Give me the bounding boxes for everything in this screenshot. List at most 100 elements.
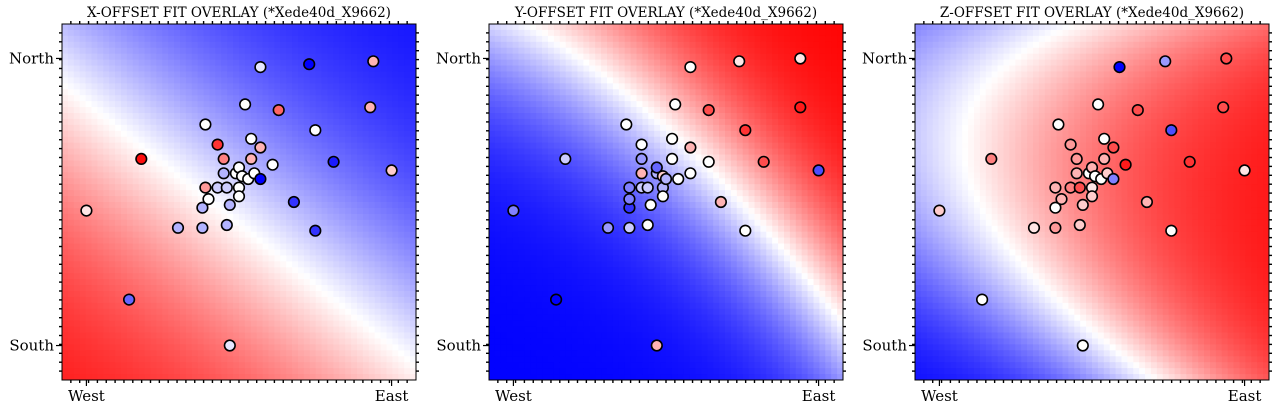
- heatmap-cell: [145, 362, 152, 369]
- heatmap-cell: [560, 255, 567, 262]
- heatmap-cell: [572, 172, 579, 179]
- heatmap-cell: [542, 327, 549, 334]
- heatmap-cell: [530, 119, 537, 126]
- heatmap-cell: [145, 333, 152, 340]
- heatmap-cell: [62, 54, 69, 61]
- heatmap-cell: [572, 261, 579, 268]
- heatmap-cell: [507, 155, 514, 162]
- heatmap-cell: [263, 137, 270, 144]
- heatmap-cell: [286, 291, 293, 298]
- heatmap-cell: [233, 30, 240, 37]
- heatmap-cell: [227, 143, 234, 150]
- heatmap-cell: [542, 220, 549, 227]
- heatmap-cell: [180, 327, 187, 334]
- heatmap-cell: [501, 143, 508, 150]
- heatmap-cell: [280, 291, 287, 298]
- heatmap-cell: [542, 338, 549, 345]
- heatmap-cell: [86, 24, 93, 31]
- heatmap-cell: [536, 30, 543, 37]
- heatmap-cell: [151, 350, 158, 357]
- heatmap-cell: [310, 368, 317, 375]
- heatmap-cell: [151, 196, 158, 203]
- heatmap-cell: [513, 149, 520, 156]
- heatmap-cell: [589, 24, 596, 31]
- heatmap-cell: [174, 350, 181, 357]
- heatmap-cell: [286, 30, 293, 37]
- heatmap-cell: [536, 244, 543, 251]
- heatmap-cell: [127, 309, 133, 316]
- heatmap-cell: [322, 226, 329, 233]
- heatmap-cell: [156, 208, 163, 215]
- heatmap-cell: [566, 226, 573, 233]
- heatmap-cell: [174, 160, 181, 167]
- heatmap-cell: [245, 303, 252, 310]
- heatmap-cell: [489, 42, 496, 49]
- heatmap-cell: [530, 172, 537, 179]
- heatmap-cell: [566, 137, 573, 144]
- heatmap-cell: [103, 113, 110, 120]
- heatmap-cell: [192, 178, 199, 185]
- heatmap-cell: [257, 107, 264, 114]
- heatmap-cell: [607, 279, 614, 286]
- heatmap-cell: [578, 297, 585, 304]
- heatmap-cell: [263, 285, 270, 292]
- heatmap-cell: [292, 149, 299, 156]
- heatmap-cell: [339, 202, 346, 209]
- heatmap-cell: [489, 101, 496, 108]
- heatmap-cell: [507, 255, 514, 262]
- heatmap-cell: [239, 48, 246, 55]
- heatmap-cell: [257, 54, 264, 61]
- heatmap-cell: [115, 60, 122, 67]
- heatmap-cell: [274, 321, 281, 328]
- heatmap-cell: [198, 338, 205, 345]
- heatmap-cell: [121, 333, 128, 340]
- heatmap-cell: [215, 202, 222, 209]
- heatmap-cell: [92, 291, 99, 298]
- heatmap-cell: [174, 36, 181, 43]
- heatmap-cell: [298, 190, 305, 197]
- heatmap-cell: [381, 333, 388, 340]
- heatmap-cell: [245, 214, 252, 221]
- heatmap-cell: [286, 119, 293, 126]
- heatmap-cell: [186, 226, 193, 233]
- heatmap-cell: [115, 309, 122, 316]
- heatmap-cell: [345, 24, 352, 31]
- heatmap-cell: [513, 172, 520, 179]
- heatmap-cell: [298, 285, 305, 292]
- heatmap-cell: [495, 184, 502, 191]
- heatmap-cell: [97, 190, 104, 197]
- heatmap-cell: [133, 368, 140, 375]
- heatmap-cell: [121, 107, 128, 114]
- heatmap-cell: [221, 267, 228, 274]
- heatmap-cell: [387, 48, 394, 55]
- heatmap-cell: [369, 255, 376, 262]
- heatmap-cell: [495, 60, 502, 67]
- heatmap-cell: [298, 261, 305, 268]
- heatmap-cell: [156, 184, 163, 191]
- heatmap-cell: [322, 160, 329, 167]
- heatmap-cell: [156, 54, 163, 61]
- heatmap-cell: [210, 303, 217, 310]
- heatmap-cell: [357, 315, 364, 322]
- heatmap-cell: [381, 54, 388, 61]
- heatmap-cell: [103, 60, 110, 67]
- heatmap-cell: [127, 166, 133, 173]
- heatmap-cell: [339, 71, 346, 78]
- heatmap-cell: [369, 24, 376, 31]
- heatmap-cell: [322, 66, 329, 73]
- heatmap-cell: [381, 350, 388, 357]
- heatmap-cell: [601, 30, 608, 37]
- heatmap-cell: [404, 244, 411, 251]
- heatmap-cell: [519, 89, 526, 96]
- heatmap-cell: [513, 309, 520, 316]
- heatmap-cell: [495, 238, 502, 245]
- heatmap-cell: [74, 137, 81, 144]
- heatmap-cell: [316, 208, 323, 215]
- heatmap-cell: [286, 71, 293, 78]
- heatmap-cell: [595, 226, 602, 233]
- heatmap-cell: [601, 309, 608, 316]
- heatmap-cell: [566, 238, 573, 245]
- heatmap-cell: [387, 261, 394, 268]
- heatmap-cell: [62, 83, 69, 90]
- heatmap-cell: [115, 315, 122, 322]
